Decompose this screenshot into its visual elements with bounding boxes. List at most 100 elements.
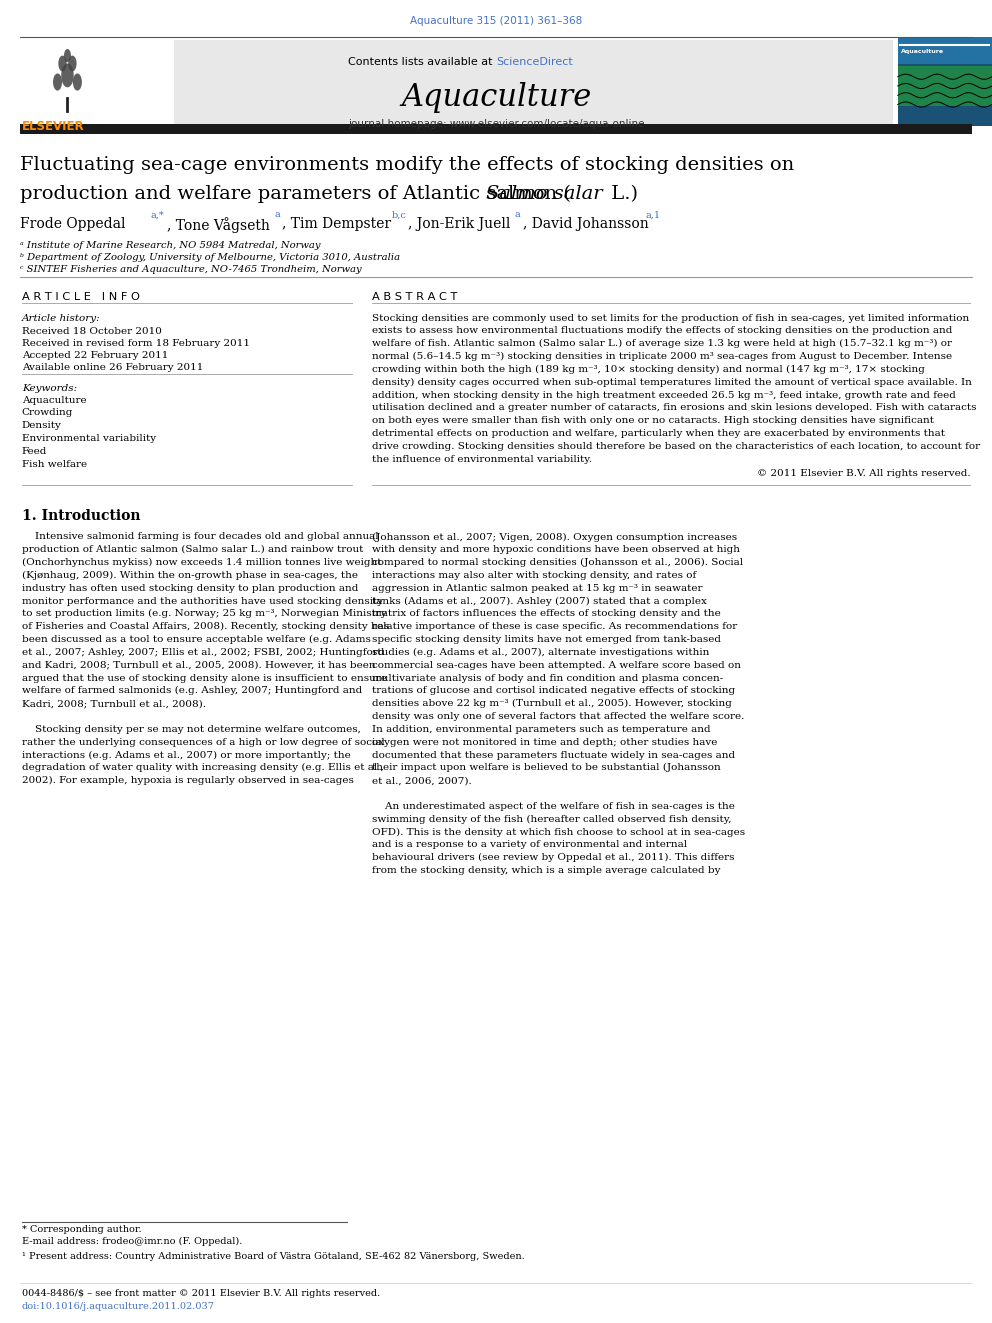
Text: detrimental effects on production and welfare, particularly when they are exacer: detrimental effects on production and we…	[372, 429, 945, 438]
Text: Accepted 22 February 2011: Accepted 22 February 2011	[22, 351, 169, 360]
Text: doi:10.1016/j.aquaculture.2011.02.037: doi:10.1016/j.aquaculture.2011.02.037	[22, 1302, 215, 1311]
Text: An underestimated aspect of the welfare of fish in sea-cages is the: An underestimated aspect of the welfare …	[372, 802, 735, 811]
Text: (Onchorhynchus mykiss) now exceeds 1.4 million tonnes live weight: (Onchorhynchus mykiss) now exceeds 1.4 m…	[22, 558, 381, 568]
Text: 2002). For example, hypoxia is regularly observed in sea-cages: 2002). For example, hypoxia is regularly…	[22, 777, 354, 786]
Text: production of Atlantic salmon (Salmo salar L.) and rainbow trout: production of Atlantic salmon (Salmo sal…	[22, 545, 363, 554]
Text: relative importance of these is case specific. As recommendations for: relative importance of these is case spe…	[372, 622, 737, 631]
Text: * Corresponding author.: * Corresponding author.	[22, 1225, 142, 1234]
Text: multivariate analysis of body and fin condition and plasma concen-: multivariate analysis of body and fin co…	[372, 673, 723, 683]
Text: Available online 26 February 2011: Available online 26 February 2011	[22, 363, 203, 372]
Text: with density and more hypoxic conditions have been observed at high: with density and more hypoxic conditions…	[372, 545, 740, 554]
Text: addition, when stocking density in the high treatment exceeded 26.5 kg m⁻³, feed: addition, when stocking density in the h…	[372, 390, 956, 400]
Text: ᶜ SINTEF Fisheries and Aquaculture, NO-7465 Trondheim, Norway: ᶜ SINTEF Fisheries and Aquaculture, NO-7…	[20, 265, 361, 274]
Bar	[898, 37, 992, 64]
Ellipse shape	[62, 64, 73, 87]
Text: Received in revised form 18 February 2011: Received in revised form 18 February 201…	[22, 339, 250, 348]
Text: commercial sea-cages have been attempted. A welfare score based on: commercial sea-cages have been attempted…	[372, 660, 741, 669]
Text: A R T I C L E   I N F O: A R T I C L E I N F O	[22, 292, 140, 303]
Text: monitor performance and the authorities have used stocking density: monitor performance and the authorities …	[22, 597, 383, 606]
Text: a,*: a,*	[151, 210, 165, 220]
Text: , Jon-Erik Juell: , Jon-Erik Juell	[408, 217, 515, 232]
Text: oxygen were not monitored in time and depth; other studies have: oxygen were not monitored in time and de…	[372, 738, 717, 746]
Text: documented that these parameters fluctuate widely in sea-cages and: documented that these parameters fluctua…	[372, 750, 735, 759]
Text: et al., 2007; Ashley, 2007; Ellis et al., 2002; FSBI, 2002; Huntingford: et al., 2007; Ashley, 2007; Ellis et al.…	[22, 648, 384, 658]
Text: Salmo salar: Salmo salar	[486, 185, 602, 204]
Text: (Johansson et al., 2007; Vigen, 2008). Oxygen consumption increases: (Johansson et al., 2007; Vigen, 2008). O…	[372, 532, 737, 541]
Text: welfare of fish. Atlantic salmon (Salmo salar L.) of average size 1.3 kg were he: welfare of fish. Atlantic salmon (Salmo …	[372, 339, 952, 348]
Text: degradation of water quality with increasing density (e.g. Ellis et al.,: degradation of water quality with increa…	[22, 763, 384, 773]
Text: , David Johansson: , David Johansson	[523, 217, 653, 232]
Text: L.): L.)	[605, 185, 638, 204]
Ellipse shape	[63, 49, 71, 62]
Text: the influence of environmental variability.: the influence of environmental variabili…	[372, 455, 592, 464]
Text: 0044-8486/$ – see front matter © 2011 Elsevier B.V. All rights reserved.: 0044-8486/$ – see front matter © 2011 El…	[22, 1289, 380, 1298]
Text: , Tim Dempster: , Tim Dempster	[282, 217, 395, 232]
Text: b,c: b,c	[392, 210, 407, 220]
Bar	[20, 124, 972, 134]
Text: aggression in Atlantic salmon peaked at 15 kg m⁻³ in seawater: aggression in Atlantic salmon peaked at …	[372, 583, 702, 593]
Text: density) density cages occurred when sub-optimal temperatures limited the amount: density) density cages occurred when sub…	[372, 378, 972, 386]
Text: compared to normal stocking densities (Johansson et al., 2006). Social: compared to normal stocking densities (J…	[372, 558, 743, 568]
Text: Density: Density	[22, 421, 62, 430]
Text: Stocking density per se may not determine welfare outcomes,: Stocking density per se may not determin…	[22, 725, 361, 734]
Text: a: a	[275, 210, 281, 220]
Text: E-mail address: frodeo@imr.no (F. Oppedal).: E-mail address: frodeo@imr.no (F. Oppeda…	[22, 1237, 242, 1246]
Text: matrix of factors influences the effects of stocking density and the: matrix of factors influences the effects…	[372, 610, 721, 618]
Ellipse shape	[59, 56, 66, 71]
Text: behavioural drivers (see review by Oppedal et al., 2011). This differs: behavioural drivers (see review by Opped…	[372, 853, 734, 863]
Text: A B S T R A C T: A B S T R A C T	[372, 292, 457, 303]
Text: swimming density of the fish (hereafter called observed fish density,: swimming density of the fish (hereafter …	[372, 815, 731, 824]
Ellipse shape	[72, 73, 82, 90]
Text: and is a response to a variety of environmental and internal: and is a response to a variety of enviro…	[372, 840, 687, 849]
Bar	[898, 37, 992, 126]
Text: journal homepage: www.elsevier.com/locate/aqua-online: journal homepage: www.elsevier.com/locat…	[348, 119, 644, 130]
Text: drive crowding. Stocking densities should therefore be based on the characterist: drive crowding. Stocking densities shoul…	[372, 442, 980, 451]
Text: ᵇ Department of Zoology, University of Melbourne, Victoria 3010, Australia: ᵇ Department of Zoology, University of M…	[20, 253, 400, 262]
Text: Crowding: Crowding	[22, 409, 73, 418]
Text: Intensive salmonid farming is four decades old and global annual: Intensive salmonid farming is four decad…	[22, 532, 379, 541]
Text: a,1: a,1	[646, 210, 661, 220]
Text: specific stocking density limits have not emerged from tank-based: specific stocking density limits have no…	[372, 635, 721, 644]
Text: densities above 22 kg m⁻³ (Turnbull et al., 2005). However, stocking: densities above 22 kg m⁻³ (Turnbull et a…	[372, 700, 732, 708]
Text: © 2011 Elsevier B.V. All rights reserved.: © 2011 Elsevier B.V. All rights reserved…	[757, 468, 970, 478]
Text: their impact upon welfare is believed to be substantial (Johansson: their impact upon welfare is believed to…	[372, 763, 721, 773]
Text: argued that the use of stocking density alone is insufficient to ensure: argued that the use of stocking density …	[22, 673, 387, 683]
Text: Aquaculture 315 (2011) 361–368: Aquaculture 315 (2011) 361–368	[410, 16, 582, 26]
Text: Feed: Feed	[22, 447, 48, 456]
Text: trations of glucose and cortisol indicated negative effects of stocking: trations of glucose and cortisol indicat…	[372, 687, 735, 696]
Text: , Tone Vågseth: , Tone Vågseth	[167, 217, 274, 233]
Text: Received 18 October 2010: Received 18 October 2010	[22, 327, 162, 336]
Text: Contents lists available at: Contents lists available at	[348, 57, 496, 67]
Text: Keywords:: Keywords:	[22, 384, 77, 393]
Text: OFD). This is the density at which fish choose to school at in sea-cages: OFD). This is the density at which fish …	[372, 828, 745, 836]
Text: In addition, environmental parameters such as temperature and: In addition, environmental parameters su…	[372, 725, 710, 734]
Text: density was only one of several factors that affected the welfare score.: density was only one of several factors …	[372, 712, 744, 721]
Text: ¹ Present address: Country Administrative Board of Västra Götaland, SE-462 82 Vä: ¹ Present address: Country Administrativ…	[22, 1252, 525, 1261]
Text: production and welfare parameters of Atlantic salmon (: production and welfare parameters of Atl…	[20, 185, 570, 204]
Text: Fluctuating sea-cage environments modify the effects of stocking densities on: Fluctuating sea-cage environments modify…	[20, 156, 794, 175]
Text: crowding within both the high (189 kg m⁻³, 10× stocking density) and normal (147: crowding within both the high (189 kg m⁻…	[372, 365, 925, 374]
Text: ᵃ Institute of Marine Research, NO 5984 Matredal, Norway: ᵃ Institute of Marine Research, NO 5984 …	[20, 241, 320, 250]
Text: exists to assess how environmental fluctuations modify the effects of stocking d: exists to assess how environmental fluct…	[372, 327, 952, 336]
Text: Kadri, 2008; Turnbull et al., 2008).: Kadri, 2008; Turnbull et al., 2008).	[22, 700, 205, 708]
Ellipse shape	[68, 56, 76, 71]
Text: Aquaculture: Aquaculture	[401, 82, 591, 112]
Text: 1. Introduction: 1. Introduction	[22, 508, 140, 523]
Text: studies (e.g. Adams et al., 2007), alternate investigations within: studies (e.g. Adams et al., 2007), alter…	[372, 648, 709, 658]
Text: Stocking densities are commonly used to set limits for the production of fish in: Stocking densities are commonly used to …	[372, 314, 969, 323]
Bar	[898, 106, 992, 126]
Ellipse shape	[53, 73, 62, 90]
Text: (Kjønhaug, 2009). Within the on-growth phase in sea-cages, the: (Kjønhaug, 2009). Within the on-growth p…	[22, 572, 358, 579]
Text: of Fisheries and Coastal Affairs, 2008). Recently, stocking density has: of Fisheries and Coastal Affairs, 2008).…	[22, 622, 389, 631]
Text: tanks (Adams et al., 2007). Ashley (2007) stated that a complex: tanks (Adams et al., 2007). Ashley (2007…	[372, 597, 707, 606]
Text: Aquaculture: Aquaculture	[22, 396, 86, 405]
Text: rather the underlying consequences of a high or low degree of social: rather the underlying consequences of a …	[22, 738, 385, 746]
Bar	[898, 66, 992, 106]
Text: interactions may also alter with stocking density, and rates of: interactions may also alter with stockin…	[372, 572, 696, 579]
Text: welfare of farmed salmonids (e.g. Ashley, 2007; Huntingford and: welfare of farmed salmonids (e.g. Ashley…	[22, 687, 362, 696]
Text: interactions (e.g. Adams et al., 2007) or more importantly; the: interactions (e.g. Adams et al., 2007) o…	[22, 750, 350, 759]
Text: utilisation declined and a greater number of cataracts, fin erosions and skin le: utilisation declined and a greater numbe…	[372, 404, 976, 413]
Text: on both eyes were smaller than fish with only one or no cataracts. High stocking: on both eyes were smaller than fish with…	[372, 417, 934, 425]
Text: et al., 2006, 2007).: et al., 2006, 2007).	[372, 777, 472, 786]
Text: Aquaculture: Aquaculture	[901, 49, 943, 54]
